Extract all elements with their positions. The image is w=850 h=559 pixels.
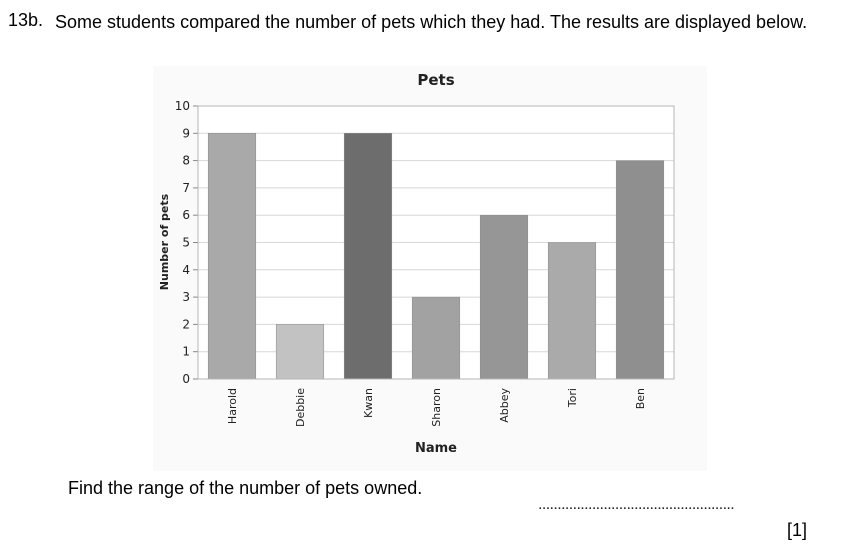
x-tick-label: Debbie — [294, 388, 307, 427]
chart-svg: 0 1 2 3 4 5 6 7 8 9 10 Harold Debbie Kwan Sharon Abbey T… — [158, 71, 675, 456]
y-tick-label: 6 — [182, 208, 190, 222]
x-tick-label: Ben — [634, 388, 647, 409]
y-tick-label: 10 — [175, 99, 190, 113]
instruction-text: Find the range of the number of pets own… — [68, 478, 423, 498]
y-tick-label: 8 — [182, 154, 190, 168]
bar-abbey — [479, 214, 529, 380]
question-text: Some students compared the number of pet… — [55, 12, 808, 32]
x-axis-label: Name — [415, 441, 457, 456]
bar-sharon — [411, 296, 461, 380]
x-tick-label: Kwan — [362, 388, 375, 418]
bar-tori — [547, 242, 597, 380]
question-number: 13b. — [8, 10, 44, 30]
y-tick-label: 0 — [182, 372, 190, 386]
x-tick-label: Abbey — [498, 388, 511, 423]
chart-title: Pets — [417, 71, 454, 89]
x-tick-label: Harold — [226, 388, 239, 424]
bar-kwan — [343, 133, 393, 380]
y-tick-label: 2 — [182, 317, 190, 331]
y-tick-label: 1 — [182, 345, 190, 359]
x-tick-label: Sharon — [430, 388, 443, 427]
x-tick-label: Tori — [566, 388, 579, 408]
y-tick-label: 9 — [182, 126, 190, 140]
y-tick-label: 4 — [182, 263, 190, 277]
answer-line[interactable]: ........................................… — [538, 496, 735, 513]
y-tick-label: 3 — [182, 290, 190, 304]
y-axis-label: Number of pets — [158, 193, 171, 290]
marks-label: [1] — [787, 520, 808, 540]
bar-chart: 0 1 2 3 4 5 6 7 8 9 10 Harold Debbie Kwan Sharon Abbey T… — [153, 66, 707, 471]
y-tick-label: 5 — [182, 236, 190, 250]
y-tick-label: 7 — [182, 181, 190, 195]
bar-debbie — [275, 324, 325, 380]
bar-harold — [207, 133, 257, 380]
bar-ben — [615, 160, 665, 380]
plot-border — [197, 105, 675, 380]
